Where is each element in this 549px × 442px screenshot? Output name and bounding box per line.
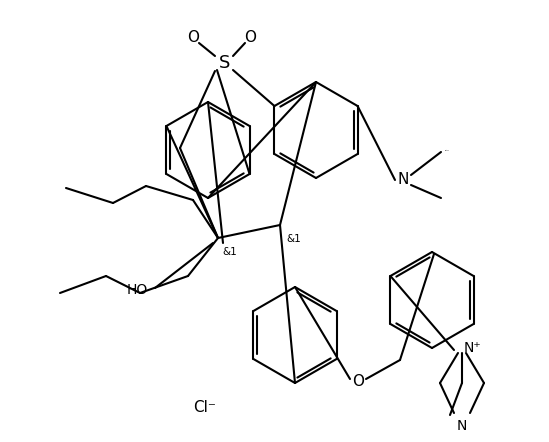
Text: &1: &1	[287, 234, 301, 244]
Text: &1: &1	[223, 247, 237, 257]
Text: O: O	[187, 30, 199, 46]
Text: HO: HO	[127, 283, 148, 297]
Text: Cl⁻: Cl⁻	[194, 400, 216, 415]
Text: O: O	[352, 374, 364, 389]
Text: S: S	[219, 54, 231, 72]
Text: methyl: methyl	[445, 149, 450, 151]
Text: N: N	[397, 172, 408, 187]
Text: N: N	[457, 419, 467, 433]
Text: N⁺: N⁺	[463, 341, 481, 355]
Text: O: O	[244, 30, 256, 46]
